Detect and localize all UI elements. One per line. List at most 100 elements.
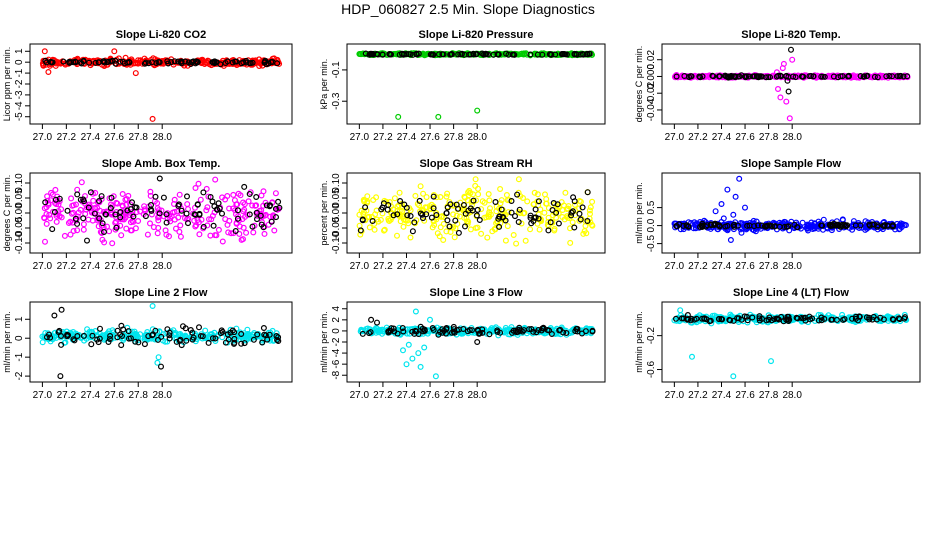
data-point xyxy=(165,60,172,67)
panel-title: Slope Line 4 (LT) Flow xyxy=(733,287,849,299)
series-all xyxy=(356,176,596,247)
data-point xyxy=(273,333,280,340)
data-point xyxy=(417,183,424,190)
data-point xyxy=(564,205,571,212)
data-point xyxy=(135,218,142,225)
data-point xyxy=(546,327,553,334)
data-point xyxy=(454,327,461,334)
plot-frame xyxy=(661,301,921,383)
data-point-outlier xyxy=(158,363,165,370)
data-point xyxy=(94,205,101,212)
data-point xyxy=(511,213,518,220)
y-axis-label: ml/min per min. xyxy=(634,311,644,373)
data-point xyxy=(95,59,102,66)
y-tick-label: -0.3 xyxy=(331,92,342,110)
data-point xyxy=(158,333,165,340)
data-point xyxy=(89,332,96,339)
data-point xyxy=(577,198,584,205)
data-point xyxy=(576,217,583,224)
data-point xyxy=(39,339,46,346)
data-point xyxy=(74,333,81,340)
data-point-outlier xyxy=(156,175,163,182)
panel-title: Slope Line 2 Flow xyxy=(115,287,208,299)
data-point xyxy=(42,199,49,206)
data-point xyxy=(68,210,75,217)
x-tick-label: 27.6 xyxy=(105,132,125,143)
data-point xyxy=(697,74,704,81)
data-point xyxy=(754,222,761,229)
data-point xyxy=(250,336,257,343)
data-point xyxy=(78,179,85,186)
data-point xyxy=(576,210,583,217)
data-point xyxy=(513,240,520,247)
x-tick-label: 27.2 xyxy=(688,132,708,143)
data-point xyxy=(88,341,95,348)
data-point xyxy=(690,225,697,232)
x-tick-label: 28.0 xyxy=(152,132,172,143)
data-point xyxy=(117,209,124,216)
data-point xyxy=(198,333,205,340)
data-point xyxy=(839,316,846,323)
data-point xyxy=(420,215,427,222)
series-all xyxy=(356,50,595,120)
y-tick-label: -5 xyxy=(14,112,25,121)
data-point xyxy=(74,220,81,227)
y-tick-label: -0.1 xyxy=(331,61,342,79)
data-point xyxy=(472,182,479,189)
data-point xyxy=(253,209,260,216)
x-tick-label: 27.6 xyxy=(420,261,440,272)
data-point xyxy=(438,213,445,220)
x-tick-label: 27.0 xyxy=(33,132,53,143)
data-point xyxy=(481,199,488,206)
data-point-outlier xyxy=(785,88,792,95)
data-point xyxy=(47,334,54,341)
data-point xyxy=(510,232,517,239)
data-point xyxy=(250,229,257,236)
data-point-outlier xyxy=(41,48,48,55)
data-point xyxy=(215,200,222,207)
data-point xyxy=(373,329,380,336)
data-point xyxy=(176,191,183,198)
data-point xyxy=(167,215,174,222)
data-point xyxy=(737,226,744,233)
data-point xyxy=(91,205,98,212)
data-point-outlier xyxy=(45,68,52,75)
x-tick-label: 27.2 xyxy=(373,261,393,272)
x-tick-label: 27.0 xyxy=(665,390,685,401)
y-axis-label: percent per min. xyxy=(319,180,329,245)
data-point xyxy=(497,329,504,336)
data-point xyxy=(474,206,481,213)
data-point xyxy=(252,202,259,209)
y-tick-label: 0.00 xyxy=(331,203,342,223)
panel-6: Slope Sample Flow 27.0 27.2 27.4 27.6 27.8 28.… xyxy=(634,158,921,272)
data-point xyxy=(184,335,191,342)
data-point xyxy=(208,216,215,223)
data-point xyxy=(415,50,422,57)
data-point xyxy=(543,200,550,207)
y-tick-label: 0 xyxy=(14,335,25,341)
data-point xyxy=(563,330,570,337)
data-point xyxy=(535,202,542,209)
data-point xyxy=(262,57,269,64)
data-point xyxy=(214,206,221,213)
data-point-outlier xyxy=(417,363,424,370)
data-point xyxy=(895,315,902,322)
x-tick-label: 27.4 xyxy=(397,390,417,401)
data-point xyxy=(581,228,588,235)
data-point xyxy=(118,333,125,340)
data-point xyxy=(765,74,772,81)
data-point xyxy=(43,220,50,227)
data-point xyxy=(152,193,159,200)
data-point xyxy=(222,59,229,66)
data-point xyxy=(437,194,444,201)
data-point xyxy=(85,204,92,211)
data-point xyxy=(189,336,196,343)
x-tick-label: 28.0 xyxy=(467,132,487,143)
data-point xyxy=(433,212,440,219)
data-point xyxy=(359,328,366,335)
data-point xyxy=(484,234,491,241)
data-point xyxy=(187,60,194,67)
data-point xyxy=(702,223,709,230)
data-point xyxy=(60,58,67,65)
data-point xyxy=(535,198,542,205)
